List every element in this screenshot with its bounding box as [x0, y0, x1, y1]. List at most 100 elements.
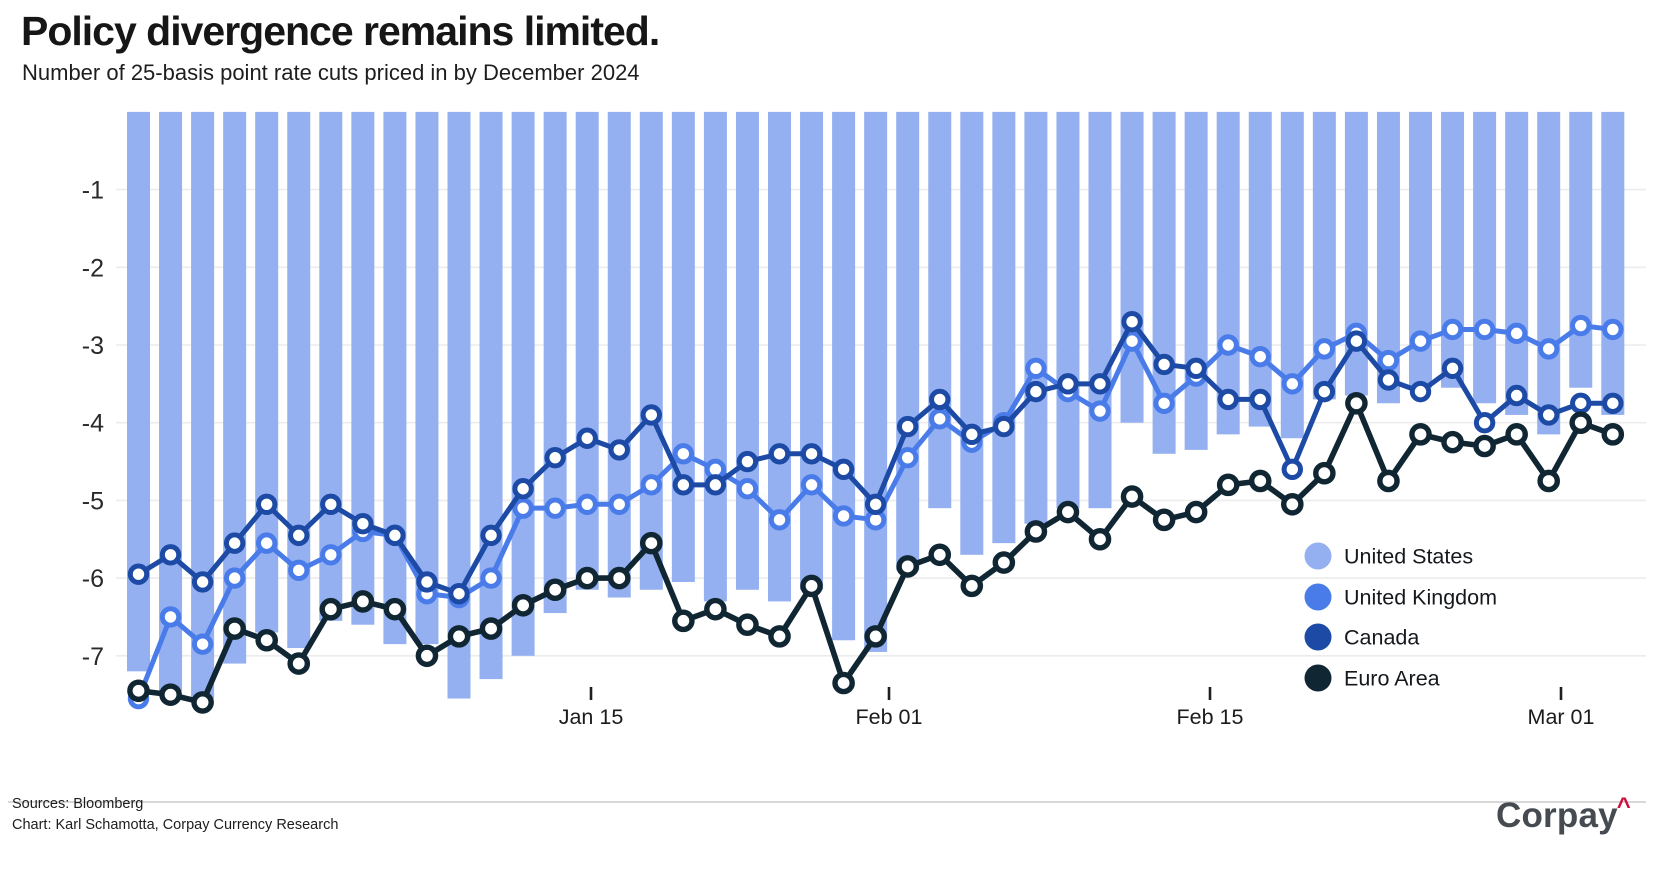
- us-bar: [575, 111, 599, 590]
- euro-area-marker: [1184, 500, 1208, 524]
- us-bar: [223, 111, 247, 664]
- us-bar: [1312, 111, 1336, 400]
- legend-swatch-canada: [1304, 623, 1332, 651]
- canada-marker: [1377, 369, 1400, 391]
- united-kingdom-marker: [768, 509, 791, 531]
- euro-area-marker: [223, 617, 246, 640]
- euro-area-marker: [1409, 423, 1432, 446]
- united-kingdom-marker: [159, 606, 182, 628]
- us-bar: [159, 111, 183, 691]
- united-kingdom-marker: [576, 493, 598, 515]
- rate-cuts-chart: -1 -2 -3 -4 -5 -6 -7 Jan 15 Feb 01 Feb 15 Mar 01 Un…: [82, 111, 1646, 729]
- euro-area-marker: [543, 578, 567, 602]
- united-kingdom-marker: [736, 478, 759, 500]
- x-axis-label: Feb 15: [1177, 705, 1244, 729]
- canada-marker: [640, 404, 662, 426]
- canada-marker: [1602, 392, 1624, 414]
- euro-area-marker: [672, 609, 695, 633]
- us-bar: [287, 111, 311, 649]
- euro-area-marker: [1120, 485, 1144, 508]
- united-kingdom-marker: [1089, 400, 1111, 422]
- canada-marker: [576, 427, 598, 449]
- legend-label-euro-area: Euro Area: [1344, 667, 1440, 691]
- united-kingdom-marker: [1409, 330, 1432, 352]
- us-bar: [415, 111, 439, 645]
- canada-marker: [993, 415, 1015, 438]
- united-kingdom-marker: [1281, 373, 1304, 395]
- legend-label-united-kingdom: United Kingdom: [1344, 586, 1497, 610]
- us-bar: [671, 111, 695, 582]
- euro-area-marker: [1024, 520, 1048, 543]
- y-axis-label: -5: [82, 487, 104, 515]
- canada-marker: [672, 474, 695, 496]
- us-bar: [1601, 111, 1625, 415]
- euro-area-marker: [1056, 500, 1080, 524]
- us-bar: [1569, 111, 1593, 388]
- canada-marker: [384, 524, 406, 547]
- united-kingdom-marker: [1505, 322, 1528, 345]
- canada-marker: [608, 439, 630, 461]
- canada-marker: [256, 493, 278, 515]
- united-kingdom-marker: [288, 559, 310, 582]
- canada-marker: [480, 524, 502, 547]
- canada-marker: [544, 446, 566, 469]
- us-bar: [992, 111, 1016, 544]
- legend-swatch-euro-area: [1304, 664, 1332, 692]
- us-bar: [479, 111, 503, 680]
- x-axis-label: Jan 15: [559, 705, 624, 729]
- euro-area-marker: [1537, 469, 1560, 493]
- euro-area-marker: [992, 551, 1016, 574]
- euro-area-marker: [415, 644, 439, 668]
- us-bar: [543, 111, 567, 614]
- canada-marker: [1025, 380, 1047, 403]
- chart-subtitle: Number of 25-basis point rate cuts price…: [22, 60, 640, 85]
- us-bar: [735, 111, 759, 590]
- canada-marker: [1409, 380, 1432, 403]
- euro-area-marker: [383, 597, 407, 621]
- euro-area-marker: [832, 671, 855, 695]
- us-bar: [191, 111, 215, 699]
- canada-marker: [1217, 388, 1239, 411]
- euro-area-marker: [1505, 423, 1528, 446]
- canada-marker: [127, 563, 150, 585]
- canada-marker: [961, 423, 983, 446]
- euro-area-marker: [1601, 423, 1625, 446]
- us-bar: [607, 111, 631, 598]
- legend-swatch-united-kingdom: [1304, 583, 1332, 611]
- canada-marker: [768, 443, 791, 465]
- us-bar: [703, 111, 727, 602]
- corpay-logo-caret: ^: [1616, 793, 1631, 820]
- us-bar: [1473, 111, 1497, 404]
- canada-marker: [1345, 330, 1368, 352]
- us-bar: [1505, 111, 1529, 415]
- united-kingdom-marker: [1313, 338, 1336, 360]
- euro-area-marker: [1216, 473, 1240, 497]
- us-bar: [351, 111, 375, 625]
- canada-marker: [320, 493, 342, 515]
- chart-title: Policy divergence remains limited.: [21, 8, 660, 54]
- united-kingdom-marker: [480, 567, 502, 589]
- united-kingdom-marker: [1538, 338, 1560, 360]
- euro-area-marker: [1088, 527, 1112, 551]
- euro-area-marker: [800, 574, 823, 598]
- canada-marker: [1505, 384, 1528, 407]
- united-kingdom-marker: [1602, 318, 1624, 341]
- canada-marker: [704, 474, 727, 496]
- us-bar: [383, 111, 407, 645]
- canada-marker: [897, 415, 919, 438]
- euro-area-marker: [1345, 391, 1368, 415]
- x-axis-label: Mar 01: [1528, 705, 1595, 729]
- euro-area-marker: [928, 543, 952, 567]
- canada-marker: [1441, 357, 1464, 380]
- canada-marker: [1281, 458, 1304, 481]
- united-kingdom-marker: [1441, 318, 1464, 341]
- canada-marker: [929, 388, 951, 411]
- us-bar: [1537, 111, 1561, 435]
- euro-area-marker: [511, 593, 535, 617]
- canada-marker: [1570, 392, 1592, 414]
- euro-area-marker: [1152, 508, 1176, 532]
- united-kingdom-marker: [640, 474, 662, 496]
- euro-area-marker: [1441, 430, 1464, 454]
- united-kingdom-marker: [897, 446, 919, 469]
